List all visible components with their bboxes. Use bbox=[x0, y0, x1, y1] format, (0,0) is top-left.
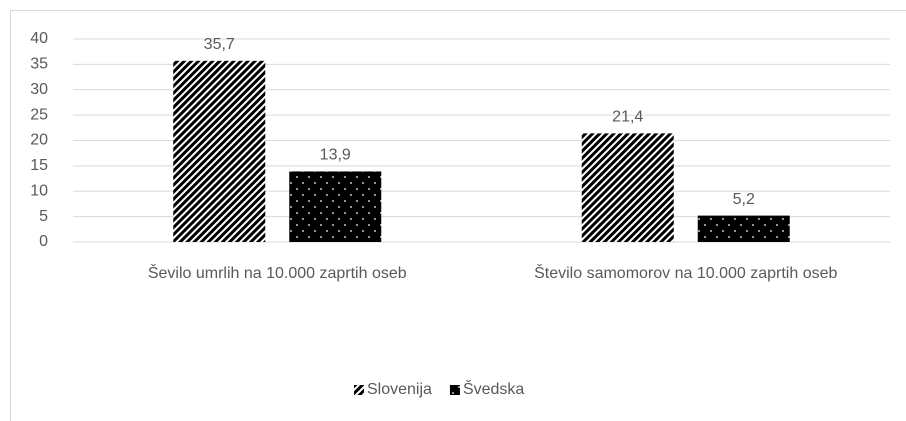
y-tick-label: 0 bbox=[39, 233, 48, 250]
y-tick-label: 10 bbox=[30, 182, 48, 199]
data-label: 5,2 bbox=[733, 191, 755, 208]
bar bbox=[173, 60, 266, 243]
legend-swatch bbox=[354, 385, 364, 395]
y-tick-label: 5 bbox=[39, 208, 48, 225]
bar bbox=[581, 133, 674, 242]
y-tick-label: 30 bbox=[30, 81, 48, 98]
x-tick-label: Ševilo umrlih na 10.000 zaprtih oseb bbox=[147, 265, 407, 282]
legend-label: Švedska bbox=[463, 379, 524, 398]
data-label: 13,9 bbox=[320, 147, 351, 164]
data-label: 21,4 bbox=[612, 109, 643, 126]
x-tick-label: Število samomorov na 10.000 zaprtih oseb bbox=[534, 265, 838, 282]
y-tick-label: 40 bbox=[30, 30, 48, 47]
chart-frame bbox=[10, 10, 906, 421]
y-tick-label: 35 bbox=[30, 56, 48, 73]
data-label: 35,7 bbox=[204, 36, 235, 53]
y-tick-label: 20 bbox=[30, 132, 48, 149]
bar bbox=[697, 215, 790, 242]
bar bbox=[289, 171, 382, 242]
y-tick-label: 15 bbox=[30, 157, 48, 174]
legend-swatch bbox=[449, 385, 460, 395]
legend-label: Slovenija bbox=[367, 381, 432, 398]
y-tick-label: 25 bbox=[30, 106, 48, 123]
